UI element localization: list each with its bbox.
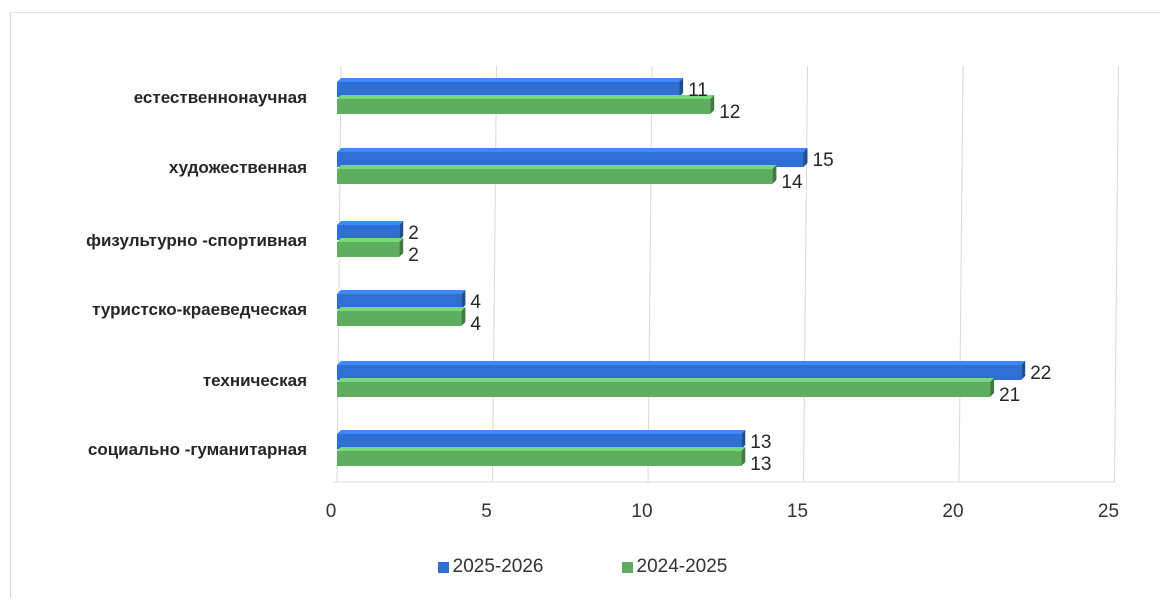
bar-top-s2-c1 (337, 165, 777, 169)
bar-s1-c0 (337, 82, 680, 97)
category-label-4: техническая (203, 371, 307, 390)
bar-s1-c5 (337, 434, 742, 449)
gridline-25 (1114, 65, 1119, 483)
data-label-s1-c1: 15 (813, 150, 834, 171)
chart-frame (10, 12, 1160, 598)
bar-s1-c4 (337, 365, 1022, 380)
bar-end-s2-c1 (772, 165, 777, 184)
tick-label-10: 10 (631, 501, 652, 522)
bar-top-s2-c4 (337, 378, 995, 382)
bar-s2-c0 (337, 99, 711, 114)
data-label-s1-c3: 4 (470, 292, 481, 313)
bar-s2-c3 (337, 311, 462, 326)
category-label-1: художественная (169, 158, 307, 177)
bar-s1-c1 (337, 152, 804, 167)
data-label-s2-c5: 13 (750, 454, 771, 475)
data-label-s1-c2: 2 (408, 223, 419, 244)
category-label-3: туристско-краеведческая (92, 300, 307, 319)
data-label-s2-c4: 21 (999, 385, 1020, 406)
bar-end-s1-c4 (1021, 361, 1026, 380)
bar-end-s2-c2 (399, 238, 404, 257)
bar-end-s1-c3 (461, 290, 466, 309)
data-label-s2-c2: 2 (408, 245, 419, 266)
bar-top-s1-c0 (337, 78, 684, 82)
bar-s2-c1 (337, 169, 773, 184)
tick-label-0: 0 (326, 501, 337, 522)
gridline-10 (647, 65, 653, 483)
bar-end-s2-c0 (710, 95, 715, 114)
bar-s2-c5 (337, 451, 742, 466)
gridline-20 (958, 65, 964, 483)
bar-top-s1-c1 (337, 148, 808, 152)
bars (337, 78, 1026, 466)
bar-s1-c2 (337, 225, 400, 240)
legend-label-series-1: 2025-2026 (452, 556, 544, 577)
gridlines (333, 65, 1119, 483)
bar-top-s1-c4 (337, 361, 1026, 365)
bar-end-s2-c5 (741, 447, 746, 466)
bar-top-s1-c5 (337, 430, 746, 434)
data-label-s1-c0: 11 (688, 80, 708, 101)
bar-end-s1-c1 (803, 148, 808, 167)
tick-labels: 0 5 10 15 20 25 (326, 501, 1119, 522)
bar-top-s1-c3 (337, 290, 466, 294)
legend-label-series-2: 2024-2025 (636, 556, 728, 577)
legend-swatch-series-2 (621, 561, 633, 573)
category-labels: естественнонаучная художественная физульту… (86, 88, 307, 459)
data-label-s2-c1: 14 (781, 172, 803, 193)
tick-label-15: 15 (787, 501, 808, 522)
legend: 2025-2026 2024-2025 (0, 556, 1165, 578)
data-label-s2-c0: 12 (719, 102, 740, 123)
bar-end-s1-c5 (741, 430, 746, 449)
bar-s2-c4 (337, 382, 991, 397)
category-label-5: социально -гуманитарная (88, 440, 307, 459)
bar-end-s2-c3 (461, 307, 466, 326)
legend-item-series-2: 2024-2025 (621, 556, 728, 578)
tick-label-20: 20 (942, 501, 963, 522)
tick-label-5: 5 (481, 501, 492, 522)
gridline-0 (336, 65, 342, 483)
category-label-0: естественнонаучная (134, 88, 307, 107)
data-label-s2-c3: 4 (470, 314, 481, 335)
bar-end-s1-c2 (399, 221, 404, 240)
gridline-15 (803, 65, 808, 483)
bar-top-s2-c2 (337, 238, 404, 242)
gridline-5 (492, 65, 497, 483)
bar-end-s1-c0 (679, 78, 684, 97)
bar-s2-c2 (337, 242, 400, 257)
bar-s1-c3 (337, 294, 462, 309)
bar-top-s2-c5 (337, 447, 746, 451)
bar-top-s2-c0 (337, 95, 715, 99)
legend-item-series-1: 2025-2026 (437, 556, 544, 578)
tick-label-25: 25 (1098, 501, 1119, 522)
bar-top-s2-c3 (337, 307, 466, 311)
data-label-s1-c5: 13 (750, 432, 771, 453)
category-label-2: физультурно -спортивная (86, 231, 307, 250)
bar-top-s1-c2 (337, 221, 404, 225)
bar-end-s2-c4 (990, 378, 995, 397)
legend-swatch-series-1 (437, 561, 449, 573)
data-label-s1-c4: 22 (1030, 363, 1051, 384)
